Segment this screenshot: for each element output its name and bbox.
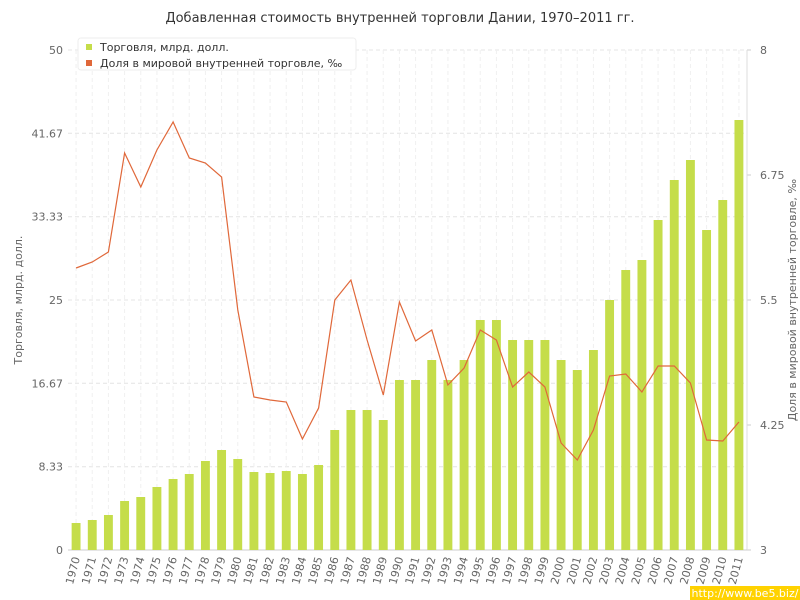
- bar: [378, 420, 388, 550]
- bar: [556, 360, 566, 550]
- bar: [475, 320, 485, 550]
- bar: [281, 471, 291, 550]
- y-tick-label: 16.67: [32, 377, 64, 390]
- bar: [718, 200, 728, 550]
- bar: [314, 465, 324, 550]
- y-axis-label: Торговля, млрд. долл.: [12, 236, 25, 366]
- bar: [362, 410, 372, 550]
- y2-tick-label: 5.5: [760, 294, 778, 307]
- line: [75, 120, 740, 462]
- y-tick-label: 25: [49, 294, 63, 307]
- y-tick-label: 41.67: [32, 127, 64, 140]
- y-tick-label: 8.33: [39, 461, 64, 474]
- legend-label: Торговля, млрд. долл.: [99, 41, 229, 54]
- bar: [200, 461, 210, 550]
- bar: [524, 340, 534, 550]
- bar: [136, 497, 146, 550]
- bar: [621, 270, 631, 550]
- legend-swatch: [86, 60, 92, 66]
- bar: [103, 515, 113, 550]
- watermark: http://www.be5.biz/: [692, 587, 799, 600]
- bar: [459, 360, 469, 550]
- bar: [605, 300, 615, 550]
- bar: [653, 220, 663, 550]
- legend-label: Доля в мировой внутренней торговле, ‰: [100, 57, 343, 70]
- bar: [330, 430, 340, 550]
- bar: [297, 474, 307, 550]
- bar: [394, 380, 404, 550]
- bar: [233, 459, 243, 550]
- bar: [702, 230, 712, 550]
- bar: [588, 350, 598, 550]
- bar: [249, 472, 259, 550]
- bar: [443, 380, 453, 550]
- chart-title: Добавленная стоимость внутренней торговл…: [165, 11, 634, 26]
- y2-tick-label: 6.75: [760, 169, 785, 182]
- y2-axis-label: Доля в мировой внутренней торговле, ‰: [786, 179, 799, 422]
- y-tick-label: 33.33: [32, 211, 64, 224]
- y2-tick-label: 4.25: [760, 419, 785, 432]
- bar: [508, 340, 518, 550]
- legend-swatch: [86, 44, 92, 50]
- y2-tick-label: 3: [760, 544, 767, 557]
- bar: [540, 340, 550, 550]
- bar: [71, 523, 81, 550]
- bar: [411, 380, 421, 550]
- bar: [491, 320, 501, 550]
- y-tick-label: 50: [49, 44, 63, 57]
- bar: [734, 120, 744, 550]
- y2-tick-label: 8: [760, 44, 767, 57]
- bar: [87, 520, 97, 550]
- y-tick-label: 0: [56, 544, 63, 557]
- marks: [71, 120, 744, 550]
- bar: [685, 160, 695, 550]
- bar: [427, 360, 437, 550]
- bar: [265, 473, 275, 550]
- bar: [152, 487, 162, 550]
- watermark-box: [690, 586, 800, 600]
- bar: [346, 410, 356, 550]
- bar: [669, 180, 679, 550]
- bar: [637, 260, 647, 550]
- bar: [184, 474, 194, 550]
- bar: [120, 501, 130, 550]
- bar: [217, 450, 227, 550]
- bar: [168, 479, 178, 550]
- legend-box: [77, 37, 357, 71]
